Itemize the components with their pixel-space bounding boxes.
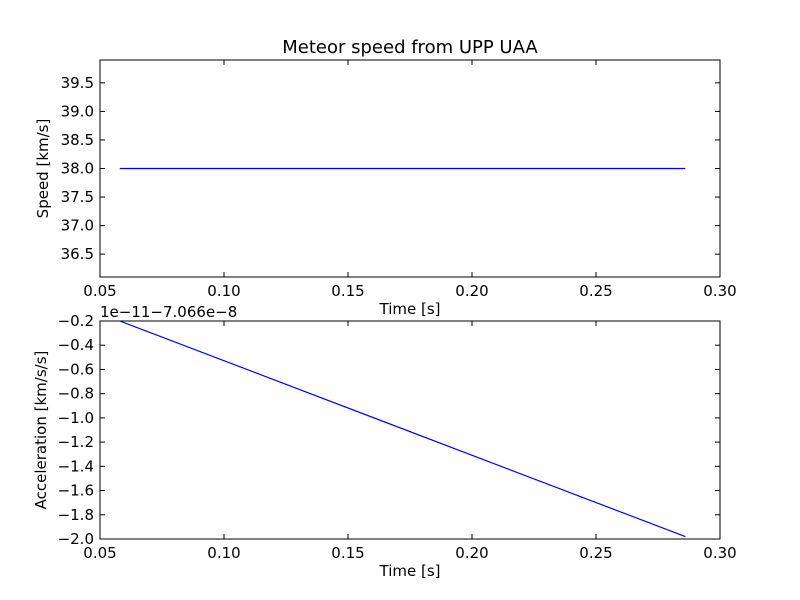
acceleration-y-tick-label: −1.8 bbox=[58, 506, 94, 524]
speed-x-tick-label: 0.25 bbox=[579, 282, 612, 300]
acceleration-y-tick-label: −0.4 bbox=[58, 336, 94, 354]
acceleration-x-tick-label: 0.10 bbox=[207, 544, 240, 562]
speed-subplot: Meteor speed from UPP UAA 0.05 0.10 0.15 0.… bbox=[34, 37, 737, 318]
acceleration-x-tick-label: 0.30 bbox=[703, 544, 736, 562]
speed-chart-title: Meteor speed from UPP UAA bbox=[282, 37, 538, 58]
acceleration-y-tick-label: −1.0 bbox=[58, 409, 94, 427]
speed-y-tick-label: 37.5 bbox=[61, 188, 94, 206]
acceleration-y-tick-label: −0.6 bbox=[58, 360, 94, 378]
acceleration-offset-text: 1e−11−7.066e−8 bbox=[100, 303, 237, 321]
speed-x-axis-label: Time [s] bbox=[379, 300, 441, 318]
acceleration-x-axis-label: Time [s] bbox=[379, 562, 441, 580]
acceleration-series-line bbox=[119, 320, 686, 538]
speed-y-axis-label: Speed [km/s] bbox=[34, 119, 52, 219]
speed-y-tick-label: 38.5 bbox=[61, 131, 94, 149]
acceleration-y-axis-label: Acceleration [km/s/s] bbox=[32, 351, 50, 510]
speed-y-tick-label: 39.0 bbox=[61, 102, 94, 120]
speed-x-tick-label: 0.15 bbox=[331, 282, 364, 300]
acceleration-x-tick-label: 0.25 bbox=[579, 544, 612, 562]
acceleration-y-tick-label: −0.8 bbox=[58, 385, 94, 403]
speed-y-tick-label: 39.5 bbox=[61, 74, 94, 92]
acceleration-y-tick-label: −2.0 bbox=[58, 530, 94, 548]
acceleration-x-tick-label: 0.20 bbox=[455, 544, 488, 562]
acceleration-y-tick-label: −1.2 bbox=[58, 433, 94, 451]
speed-x-tick-label: 0.30 bbox=[703, 282, 736, 300]
speed-x-tick-label: 0.10 bbox=[207, 282, 240, 300]
acceleration-subplot: 0.05 0.10 0.15 0.20 0.25 0.30 −2.0 −1.8 −1.6 −1.4… bbox=[32, 303, 737, 580]
speed-y-tick-label: 36.5 bbox=[61, 245, 94, 263]
acceleration-x-tick-label: 0.15 bbox=[331, 544, 364, 562]
speed-x-tick-label: 0.05 bbox=[83, 282, 116, 300]
acceleration-y-tick-label: −1.4 bbox=[58, 457, 94, 475]
speed-y-tick-label: 38.0 bbox=[61, 160, 94, 178]
speed-y-tick-label: 37.0 bbox=[61, 217, 94, 235]
acceleration-x-tick-label: 0.05 bbox=[83, 544, 116, 562]
acceleration-y-tick-label: −0.2 bbox=[58, 312, 94, 330]
acceleration-y-tick-label: −1.6 bbox=[58, 482, 94, 500]
speed-x-tick-label: 0.20 bbox=[455, 282, 488, 300]
acceleration-plot-frame bbox=[99, 320, 721, 540]
